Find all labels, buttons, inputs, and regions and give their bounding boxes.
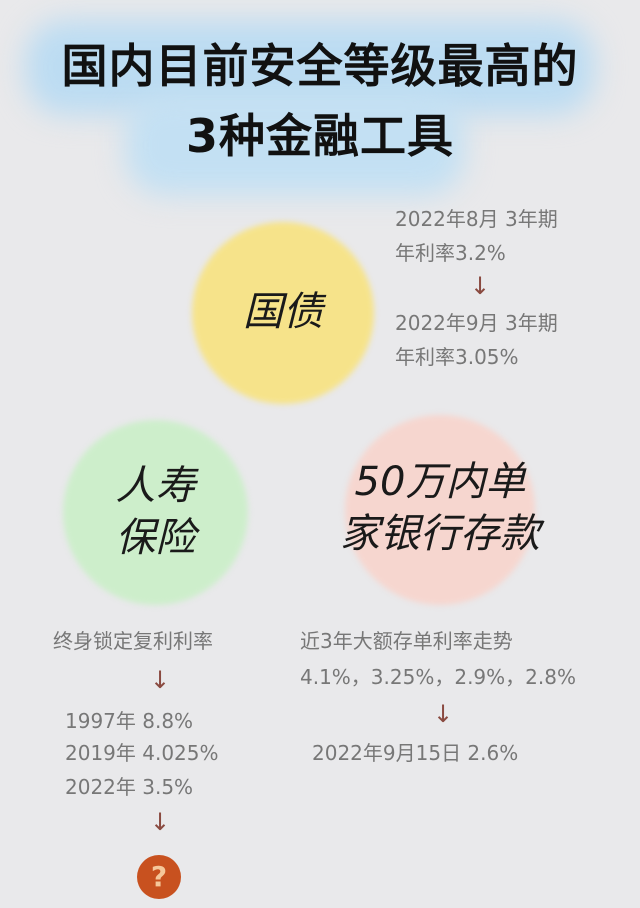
insurance-heading: 终身锁定复利利率 bbox=[53, 629, 213, 653]
bond-circle bbox=[192, 222, 374, 404]
deposit-circle bbox=[345, 415, 535, 605]
question-icon: ? bbox=[137, 855, 181, 899]
insurance-label-1: 人寿 bbox=[115, 463, 196, 509]
deposit-down-arrow-icon: ↓ bbox=[433, 700, 454, 728]
deposit-rates: 4.1%，3.25%，2.9%，2.8% bbox=[300, 665, 576, 689]
bond-line-2: 年利率3.2% bbox=[395, 241, 506, 265]
deposit-label-2: 家银行存款 bbox=[340, 511, 540, 557]
deposit-label-1: 50万内单 bbox=[354, 459, 526, 505]
insurance-label-2: 保险 bbox=[115, 515, 196, 561]
deposit-latest: 2022年9月15日 2.6% bbox=[312, 741, 519, 765]
bond-label: 国债 bbox=[243, 289, 323, 335]
deposit-heading: 近3年大额存单利率走势 bbox=[300, 629, 513, 653]
bond-line-4: 年利率3.05% bbox=[395, 345, 519, 369]
insurance-rate-2022: 2022年 3.5% bbox=[65, 775, 194, 799]
insurance-rate-1997: 1997年 8.8% bbox=[65, 709, 194, 733]
title-highlight-2 bbox=[125, 95, 465, 195]
bond-line-1: 2022年8月 3年期 bbox=[395, 207, 558, 231]
bond-down-arrow-icon: ↓ bbox=[470, 272, 491, 300]
title-line-2: 3种金融工具 bbox=[185, 109, 454, 163]
title-line-1: 国内目前安全等级最高的 bbox=[61, 39, 579, 93]
bond-line-3: 2022年9月 3年期 bbox=[395, 311, 558, 335]
insurance-rate-2019: 2019年 4.025% bbox=[65, 741, 219, 765]
insurance-down-arrow-2-icon: ↓ bbox=[150, 808, 171, 836]
insurance-circle bbox=[63, 420, 248, 605]
insurance-down-arrow-icon: ↓ bbox=[150, 666, 171, 694]
